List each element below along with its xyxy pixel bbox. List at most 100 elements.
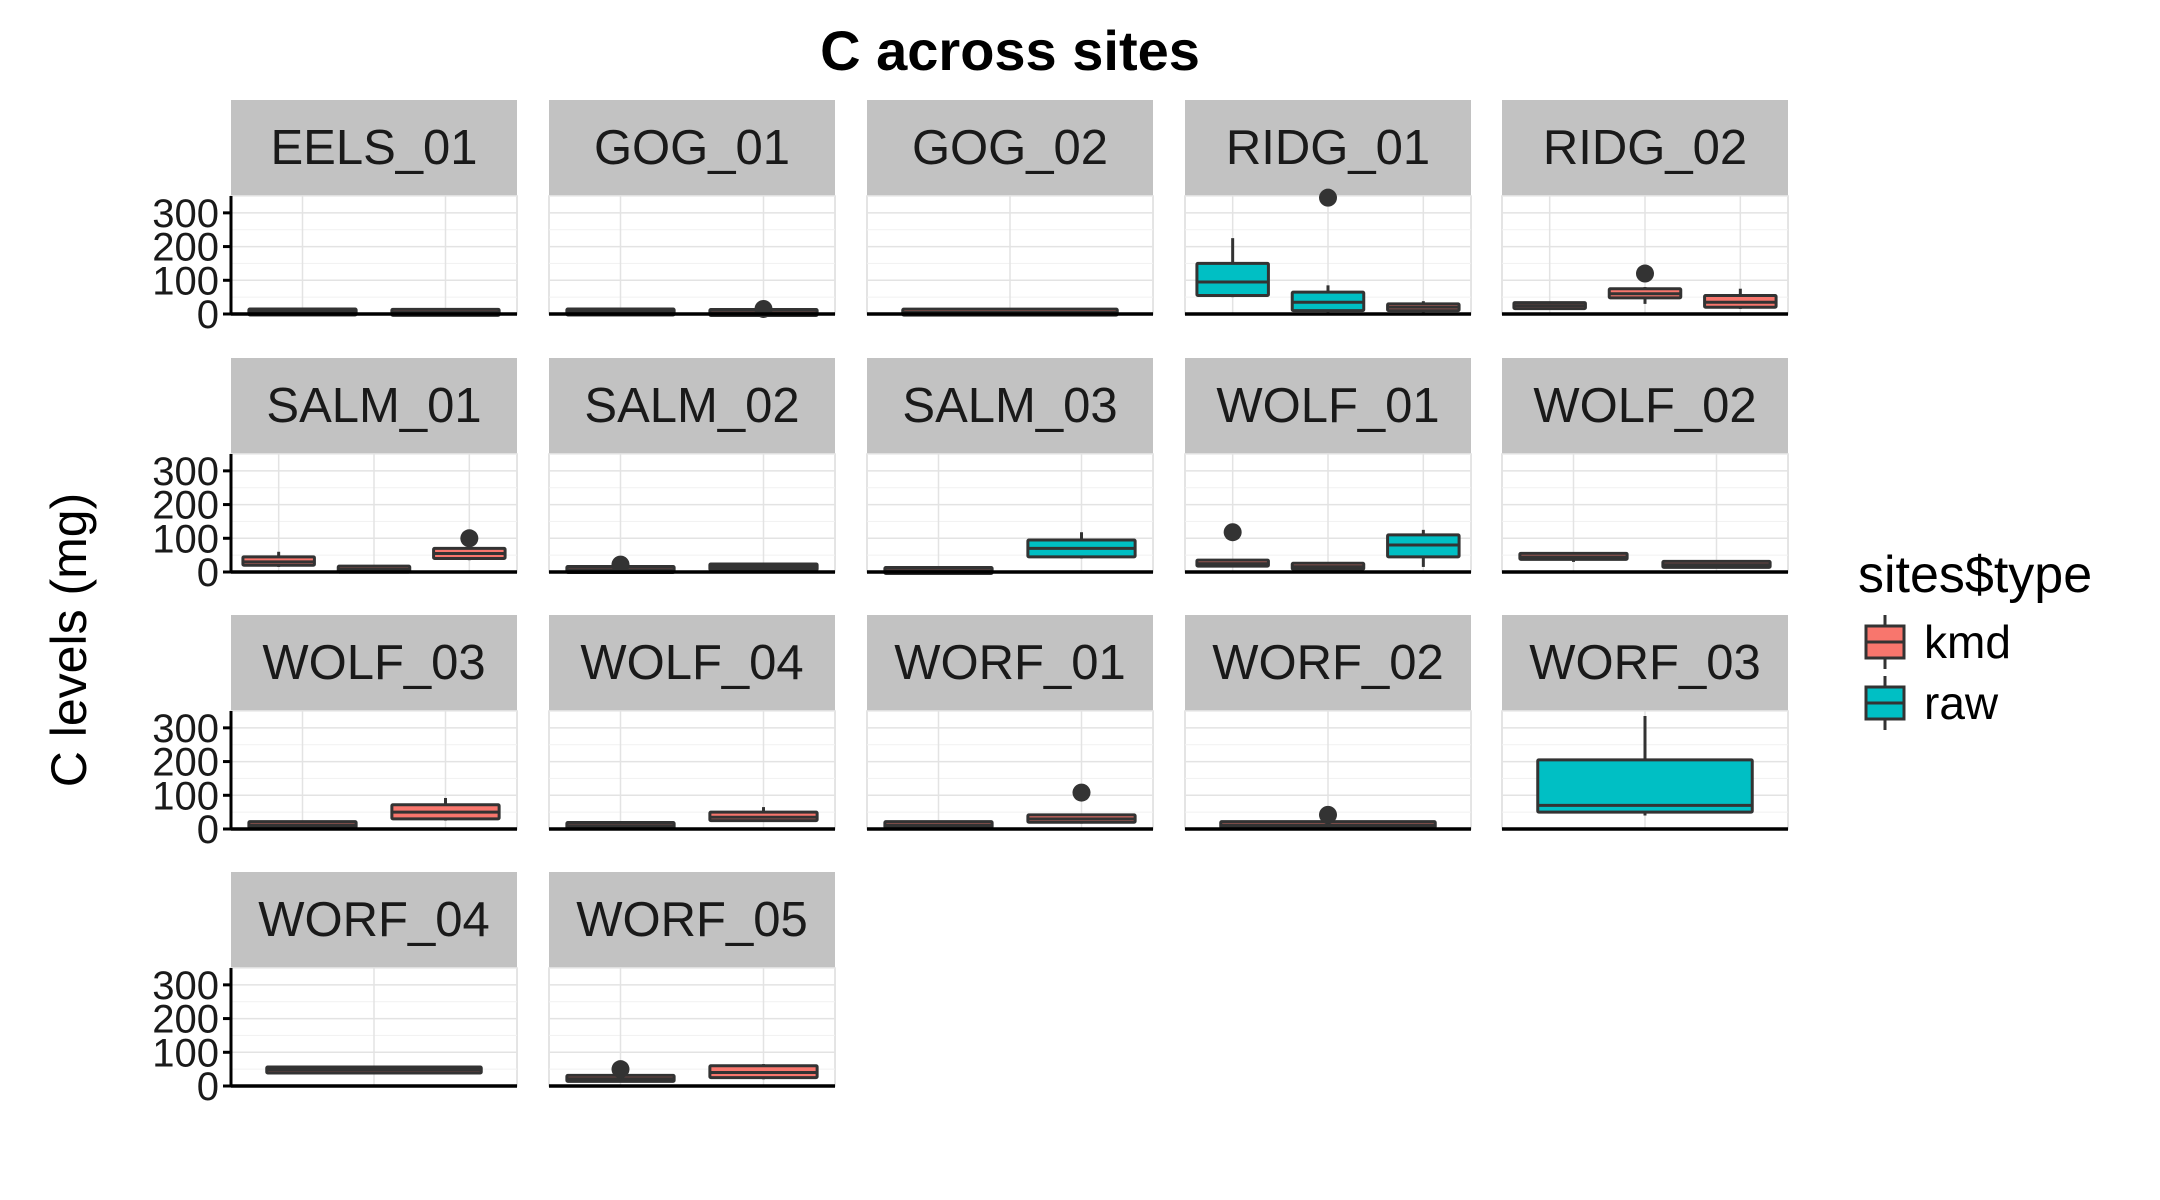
legend-title: sites$type [1858,546,2092,604]
facet-strip [231,872,517,968]
y-tick-label: 100 [152,259,219,303]
box [1703,288,1778,309]
box [1536,716,1754,816]
legend-label: kmd [1924,616,2011,668]
box-outlier [460,529,479,548]
facet-strip-label: WOLF_03 [262,636,485,690]
facet-strip-label: WOLF_04 [580,636,803,690]
box [1195,523,1270,568]
facet-strip [1185,615,1471,711]
facet-strip-label: WOLF_02 [1533,379,1756,433]
box [1026,783,1137,824]
facet-strip [549,872,835,968]
box [565,1060,676,1083]
panel-background [230,195,518,315]
facet-panel-worf-05: WORF_05 [548,872,836,1088]
box-outlier [1072,783,1091,802]
panel-background [548,710,836,830]
facet-strip [1185,100,1471,196]
facet-strip [549,358,835,454]
y-tick-label: 0 [197,1065,219,1109]
y-tick-label: 0 [197,551,219,595]
facet-strip-label: EELS_01 [270,121,477,175]
box [241,551,316,567]
facet-strip-label: SALM_02 [584,379,799,433]
facet-strip-label: WORF_01 [894,636,1125,690]
y-tick-label: 300 [152,192,219,236]
facet-strip [1502,358,1788,454]
y-tick-label: 200 [152,226,219,270]
facet-strip-label: SALM_03 [902,379,1117,433]
box [390,797,501,821]
box [1386,529,1461,567]
facet-strip-label: WORF_05 [576,893,807,947]
box [1518,551,1629,562]
y-tick-label: 300 [152,964,219,1008]
box [1607,264,1683,304]
box [432,529,507,561]
y-tick-label: 200 [152,998,219,1042]
facet-panel-gog-01: GOG_01 [548,100,836,318]
facet-strip [867,615,1153,711]
y-tick-label: 300 [152,707,219,751]
panel-background [866,710,1154,830]
box [1290,561,1366,571]
facet-strip [1502,615,1788,711]
facet-strip-label: WORF_02 [1212,636,1443,690]
facet-panel-gog-02: GOG_02 [866,100,1154,317]
y-tick-label: 100 [152,517,219,561]
box-outlier [1636,264,1654,283]
facet-strip-label: WORF_04 [258,893,489,947]
chart-title: C across sites [820,19,1200,82]
legend-label: raw [1924,677,1999,729]
box [708,1064,819,1080]
box [1290,188,1366,313]
box-body [1536,758,1754,814]
facet-strip [231,615,517,711]
legend: sites$type kmd raw [1858,546,2092,730]
facet-panel-wolf-04: WOLF_04 [548,615,836,831]
facet-strip [1185,358,1471,454]
y-axis-label: C levels (mg) [41,493,97,787]
facet-panel-ridg-02: RIDG_02 [1501,100,1789,316]
legend-entry-raw: raw [1864,676,1999,730]
facet-panel-ridg-01: RIDG_01 [1184,100,1472,316]
box [1512,301,1587,311]
y-tick-label: 200 [152,484,219,528]
facet-strip-label: RIDG_02 [1543,121,1747,175]
box-body [1195,261,1270,297]
box [247,820,358,830]
legend-entry-kmd: kmd [1864,615,2011,669]
box [1026,532,1137,559]
facet-strip-label: SALM_01 [266,379,481,433]
y-tick-label: 0 [197,293,219,337]
y-tick-label: 100 [152,1031,219,1075]
facet-strip [549,615,835,711]
facet-strip-label: WORF_03 [1529,636,1760,690]
y-tick-label: 0 [197,808,219,852]
facet-strip-label: GOG_02 [912,121,1108,175]
facet-panel-wolf-02: WOLF_02 [1501,358,1789,574]
facet-strip [1502,100,1788,196]
box [708,562,819,572]
facet-panel-worf-03: WORF_03 [1501,615,1789,831]
facet-panel-worf-01: WORF_01 [866,615,1154,831]
box [1661,559,1772,569]
facet-strip-label: RIDG_01 [1226,121,1430,175]
y-tick-label: 100 [152,774,219,818]
box [1386,301,1461,313]
facet-strip-label: GOG_01 [594,121,790,175]
facet-strip [231,358,517,454]
facet-strip-label: WOLF_01 [1216,379,1439,433]
y-tick-label: 300 [152,450,219,494]
facet-strip [231,100,517,196]
panel-background [548,195,836,315]
box-outlier [1319,188,1337,207]
facet-strip [549,100,835,196]
